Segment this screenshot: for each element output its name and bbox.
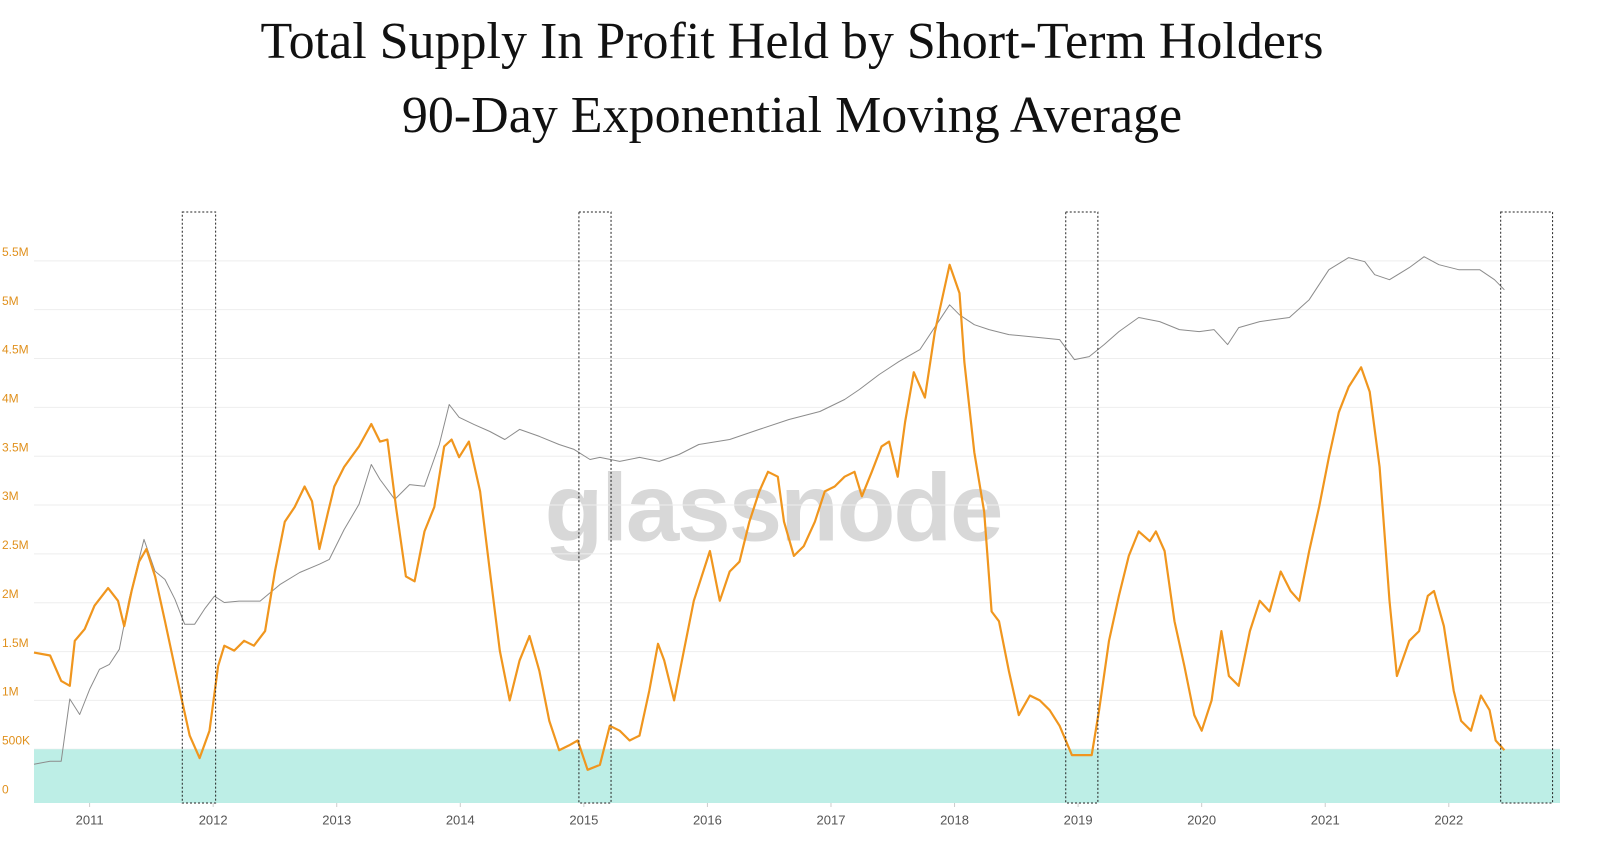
y-tick-label: 3.5M [2, 440, 29, 454]
highlight-box [578, 211, 612, 804]
y-tick-label: 4M [2, 392, 19, 406]
y-tick-label: 5.5M [2, 245, 29, 259]
x-tick-label: 2018 [940, 812, 969, 827]
y-tick-label: 5M [2, 294, 19, 308]
x-tick-label: 2012 [199, 812, 228, 827]
y-tick-label: 3M [2, 489, 19, 503]
highlight-box [181, 211, 217, 804]
y-tick-label: 0 [2, 782, 9, 796]
y-tick-label: 2M [2, 587, 19, 601]
y-tick-label: 1M [2, 685, 19, 699]
x-tick-label: 2021 [1311, 812, 1340, 827]
chart-title: Total Supply In Profit Held by Short-Ter… [261, 13, 1324, 70]
highlight-box [1500, 211, 1554, 804]
highlight-box [1065, 211, 1099, 804]
series-line [33, 256, 1505, 765]
y-tick-label: 4.5M [2, 343, 29, 357]
series-line [33, 263, 1506, 771]
y-tick-label: 1.5M [2, 636, 29, 650]
x-tick-label: 2016 [693, 812, 722, 827]
x-tick-label: 2022 [1434, 812, 1463, 827]
x-tick-label: 2011 [76, 812, 104, 827]
x-tick-label: 2014 [446, 812, 475, 827]
x-tick-label: 2015 [569, 812, 598, 827]
x-tick-label: 2020 [1187, 812, 1216, 827]
x-tick-label: 2019 [1064, 812, 1093, 827]
y-tick-label: 500K [2, 733, 30, 747]
x-tick-label: 2017 [817, 812, 846, 827]
shaded-band [34, 749, 1560, 803]
watermark: glassnode [545, 454, 1002, 561]
chart-subtitle: 90-Day Exponential Moving Average [402, 87, 1182, 144]
y-tick-label: 2.5M [2, 538, 29, 552]
x-tick-label: 2013 [322, 812, 351, 827]
